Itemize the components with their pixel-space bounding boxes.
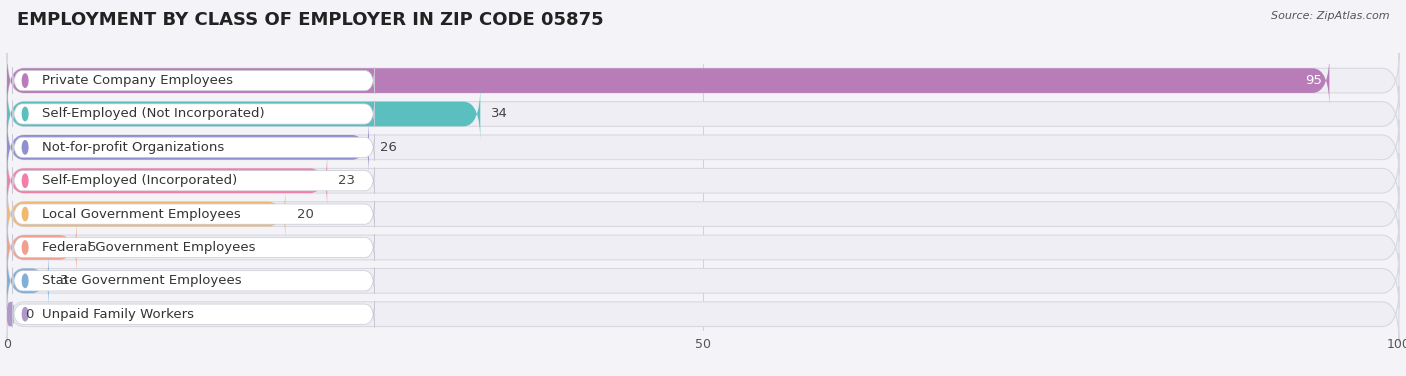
Text: Self-Employed (Incorporated): Self-Employed (Incorporated) xyxy=(42,174,238,187)
FancyBboxPatch shape xyxy=(7,53,1399,108)
Text: Federal Government Employees: Federal Government Employees xyxy=(42,241,256,254)
Circle shape xyxy=(22,141,28,154)
FancyBboxPatch shape xyxy=(13,301,374,327)
Text: Local Government Employees: Local Government Employees xyxy=(42,208,240,221)
FancyBboxPatch shape xyxy=(7,186,285,242)
FancyBboxPatch shape xyxy=(7,86,481,142)
Circle shape xyxy=(22,74,28,87)
FancyBboxPatch shape xyxy=(7,86,1399,142)
Text: 23: 23 xyxy=(339,174,356,187)
Text: Source: ZipAtlas.com: Source: ZipAtlas.com xyxy=(1271,11,1389,21)
Text: 20: 20 xyxy=(297,208,314,221)
FancyBboxPatch shape xyxy=(7,120,368,175)
FancyBboxPatch shape xyxy=(7,220,77,275)
FancyBboxPatch shape xyxy=(7,153,1399,208)
FancyBboxPatch shape xyxy=(13,101,374,127)
Text: EMPLOYMENT BY CLASS OF EMPLOYER IN ZIP CODE 05875: EMPLOYMENT BY CLASS OF EMPLOYER IN ZIP C… xyxy=(17,11,603,29)
Text: 34: 34 xyxy=(492,108,509,120)
FancyBboxPatch shape xyxy=(7,220,1399,275)
Circle shape xyxy=(22,174,28,187)
FancyBboxPatch shape xyxy=(13,201,374,227)
Text: Not-for-profit Organizations: Not-for-profit Organizations xyxy=(42,141,224,154)
Circle shape xyxy=(22,308,28,321)
Text: 26: 26 xyxy=(380,141,396,154)
FancyBboxPatch shape xyxy=(7,186,1399,242)
FancyBboxPatch shape xyxy=(7,253,49,309)
FancyBboxPatch shape xyxy=(7,302,14,326)
Circle shape xyxy=(22,107,28,121)
FancyBboxPatch shape xyxy=(7,153,328,208)
FancyBboxPatch shape xyxy=(13,134,374,161)
Text: Self-Employed (Not Incorporated): Self-Employed (Not Incorporated) xyxy=(42,108,264,120)
Text: Private Company Employees: Private Company Employees xyxy=(42,74,233,87)
Text: 3: 3 xyxy=(60,274,69,287)
Text: State Government Employees: State Government Employees xyxy=(42,274,242,287)
FancyBboxPatch shape xyxy=(7,53,1330,108)
Circle shape xyxy=(22,208,28,221)
Text: 95: 95 xyxy=(1306,74,1323,87)
FancyBboxPatch shape xyxy=(7,120,1399,175)
FancyBboxPatch shape xyxy=(13,167,374,194)
Text: 0: 0 xyxy=(25,308,34,321)
FancyBboxPatch shape xyxy=(13,268,374,294)
Circle shape xyxy=(22,241,28,254)
Text: 5: 5 xyxy=(87,241,96,254)
Text: Unpaid Family Workers: Unpaid Family Workers xyxy=(42,308,194,321)
FancyBboxPatch shape xyxy=(13,67,374,94)
FancyBboxPatch shape xyxy=(7,253,1399,309)
FancyBboxPatch shape xyxy=(13,234,374,261)
FancyBboxPatch shape xyxy=(7,287,1399,342)
Circle shape xyxy=(22,274,28,288)
